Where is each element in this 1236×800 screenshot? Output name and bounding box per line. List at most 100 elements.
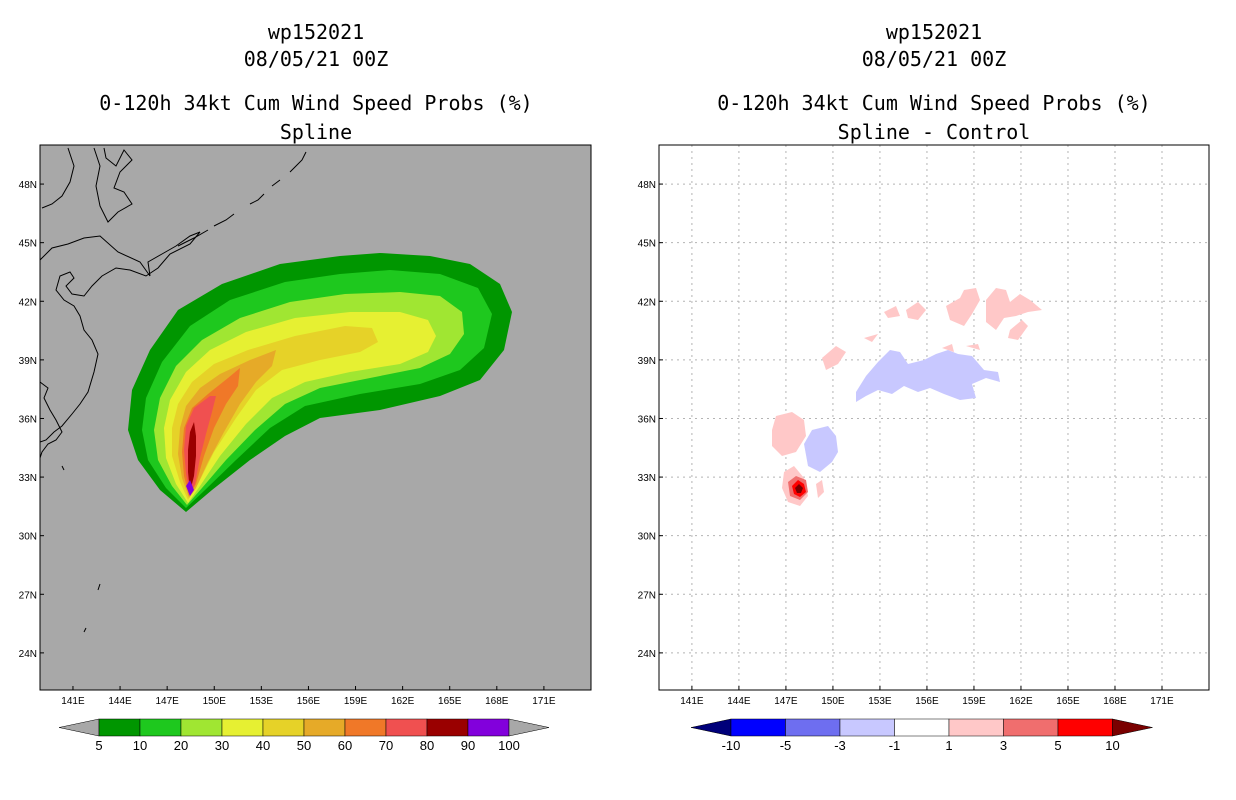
left-colorbar-swatch (262, 718, 305, 737)
left-colorbar-swatch (98, 718, 141, 737)
right-lat-label: 42N (638, 297, 656, 308)
left-colorbar-label: 30 (215, 738, 229, 753)
right-colorbar-swatch (839, 718, 895, 737)
right-lon-label: 147E (774, 696, 798, 707)
right-map-axis-labels: 141E 144E 147E 150E 153E 156E 159E 162E 165E 168E… (638, 180, 1174, 707)
left-colorbar-swatch (426, 718, 469, 737)
right-map-title: 0-120h 34kt Cum Wind Speed Probs (%) (717, 91, 1151, 115)
right-colorbar-label: 5 (1054, 738, 1061, 753)
right-date: 08/05/21 00Z (861, 47, 1007, 71)
right-lat-label: 45N (638, 239, 656, 250)
left-map-title: 0-120h 34kt Cum Wind Speed Probs (%) (99, 91, 533, 115)
left-colorbar-swatch (467, 718, 510, 737)
left-lon-label: 168E (485, 696, 509, 707)
right-lon-label: 159E (962, 696, 986, 707)
left-lat-label: 39N (19, 356, 37, 367)
left-lon-label: 141E (61, 696, 85, 707)
right-colorbar-label: -1 (889, 738, 901, 753)
left-storm-id: wp152021 (267, 20, 365, 44)
left-colorbar-low-arrow (58, 718, 100, 737)
left-colorbar-swatch (385, 718, 428, 737)
right-lon-label: 168E (1103, 696, 1127, 707)
right-lon-label: 162E (1009, 696, 1033, 707)
right-colorbar: -10 -5 -3 -1 1 3 5 10 (690, 718, 1153, 753)
right-lat-label: 36N (638, 414, 656, 425)
right-map: 141E 144E 147E 150E 153E 156E 159E 162E 165E 168E… (638, 144, 1210, 707)
left-lon-label: 144E (108, 696, 132, 707)
left-colorbar-swatch (180, 718, 223, 737)
left-map-axis-labels: 141E 144E 147E 150E 153E 156E 159E 162E 165E 168E… (19, 180, 556, 707)
left-colorbar-swatch (303, 718, 346, 737)
left-lon-label: 171E (532, 696, 556, 707)
right-colorbar-label: -10 (722, 738, 741, 753)
right-lon-label: 153E (868, 696, 892, 707)
right-lat-label: 39N (638, 356, 656, 367)
right-difference-contours (772, 288, 1042, 506)
left-map-frame (39, 144, 592, 691)
right-lat-label: 33N (638, 473, 656, 484)
right-colorbar-swatch (785, 718, 841, 737)
left-lat-label: 36N (19, 414, 37, 425)
left-probability-contours (40, 147, 512, 633)
left-colorbar-label: 70 (379, 738, 393, 753)
right-map-background (659, 145, 1209, 690)
left-colorbar-label: 60 (338, 738, 352, 753)
left-lat-label: 48N (19, 180, 37, 191)
left-colorbar-label: 10 (133, 738, 147, 753)
left-lat-label: 27N (19, 590, 37, 601)
right-lat-label: 27N (638, 590, 656, 601)
right-colorbar-swatch (730, 718, 786, 737)
left-map: 141E 144E 147E 150E 153E 156E 159E 162E 165E 168E… (19, 144, 592, 707)
left-colorbar-label: 50 (297, 738, 311, 753)
left-lat-label: 24N (19, 649, 37, 660)
left-lon-label: 150E (203, 696, 227, 707)
right-lon-label: 141E (680, 696, 704, 707)
right-colorbar-high-arrow (1112, 718, 1153, 737)
left-lon-label: 162E (391, 696, 415, 707)
right-lon-label: 165E (1056, 696, 1080, 707)
left-lon-label: 156E (297, 696, 321, 707)
right-colorbar-low-arrow (690, 718, 732, 737)
right-colorbar-swatch (1057, 718, 1113, 737)
right-colorbar-label: -3 (834, 738, 846, 753)
left-colorbar-label: 20 (174, 738, 188, 753)
left-colorbar-label: 90 (461, 738, 475, 753)
left-colorbar-swatch (344, 718, 387, 737)
left-lon-label: 165E (438, 696, 462, 707)
right-lon-label: 150E (821, 696, 845, 707)
left-lat-label: 42N (19, 297, 37, 308)
left-colorbar-label: 40 (256, 738, 270, 753)
right-lat-label: 30N (638, 532, 656, 543)
right-colorbar-label: 1 (945, 738, 952, 753)
right-storm-id: wp152021 (885, 20, 983, 44)
right-colorbar-swatch (948, 718, 1004, 737)
left-colorbar: 5 10 20 30 40 50 60 70 80 90 100 (58, 718, 550, 753)
left-lat-label: 30N (19, 532, 37, 543)
left-lat-label: 45N (19, 239, 37, 250)
left-colorbar-high-arrow (508, 718, 550, 737)
right-colorbar-label: 10 (1105, 738, 1119, 753)
left-colorbar-label: 100 (498, 738, 520, 753)
right-map-frame (658, 144, 1210, 691)
right-colorbar-label: 3 (1000, 738, 1007, 753)
left-map-subtitle: Spline (279, 120, 353, 144)
right-lon-label: 156E (915, 696, 939, 707)
right-colorbar-label: -5 (780, 738, 792, 753)
right-lon-label: 144E (727, 696, 751, 707)
left-colorbar-label: 5 (95, 738, 102, 753)
left-lon-label: 147E (155, 696, 179, 707)
right-lat-label: 48N (638, 180, 656, 191)
right-colorbar-swatch (894, 718, 950, 737)
left-colorbar-swatch (139, 718, 182, 737)
left-lon-label: 159E (344, 696, 368, 707)
left-colorbar-label: 80 (420, 738, 434, 753)
right-lat-label: 24N (638, 649, 656, 660)
left-lat-label: 33N (19, 473, 37, 484)
left-colorbar-swatch (221, 718, 264, 737)
left-date: 08/05/21 00Z (243, 47, 389, 71)
right-lon-label: 171E (1150, 696, 1174, 707)
right-colorbar-swatch (1003, 718, 1059, 737)
right-map-subtitle: Spline - Control (837, 120, 1031, 144)
right-map-gridlines (659, 145, 1209, 690)
